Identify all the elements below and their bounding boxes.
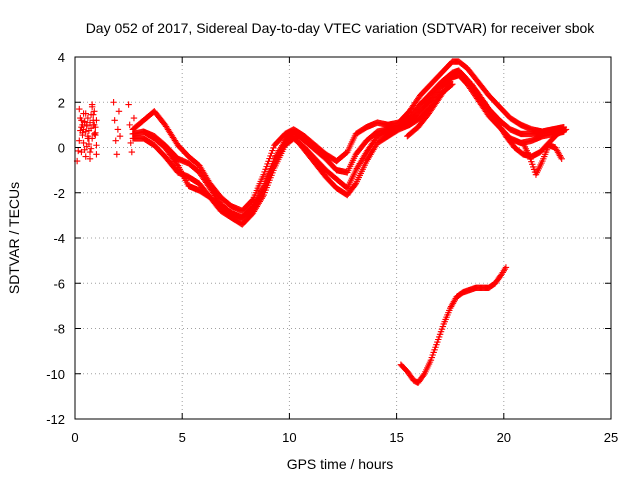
data-point bbox=[114, 126, 122, 133]
data-point bbox=[88, 135, 96, 142]
series-tail-2 bbox=[519, 139, 565, 178]
series-track-d bbox=[110, 99, 124, 158]
data-point bbox=[93, 151, 100, 158]
data-point bbox=[115, 108, 123, 115]
data-point bbox=[88, 101, 96, 108]
y-tick-label: -2 bbox=[53, 186, 65, 201]
y-tick-label: -12 bbox=[46, 412, 65, 427]
data-point bbox=[173, 161, 181, 168]
data-point bbox=[83, 121, 90, 129]
data-point bbox=[90, 121, 97, 129]
data-point bbox=[502, 264, 510, 271]
data-point bbox=[112, 137, 119, 144]
data-point bbox=[80, 139, 87, 147]
data-point bbox=[77, 114, 84, 122]
data-point bbox=[78, 148, 85, 156]
data-point bbox=[82, 128, 89, 135]
data-point bbox=[446, 80, 453, 87]
series-pass-4 bbox=[140, 80, 456, 221]
data-point bbox=[447, 78, 454, 86]
x-tick-label: 20 bbox=[497, 430, 511, 445]
data-point bbox=[87, 145, 95, 152]
data-point bbox=[125, 101, 132, 108]
data-point bbox=[93, 117, 100, 124]
data-point bbox=[93, 142, 100, 149]
data-point bbox=[116, 132, 124, 140]
data-point bbox=[81, 146, 88, 153]
data-point bbox=[86, 148, 94, 156]
y-axis-label: SDTVAR / TECUs bbox=[6, 182, 22, 294]
data-point bbox=[130, 114, 138, 122]
data-point bbox=[90, 111, 97, 118]
data-point bbox=[110, 99, 117, 106]
data-point bbox=[351, 181, 359, 189]
data-point bbox=[87, 125, 95, 132]
data-point bbox=[91, 108, 98, 115]
y-tick-label: -10 bbox=[46, 367, 65, 382]
data-point bbox=[562, 126, 570, 133]
data-point bbox=[78, 123, 85, 131]
data-point bbox=[92, 129, 99, 136]
data-point bbox=[76, 137, 83, 144]
data-point bbox=[80, 110, 87, 117]
x-axis-label: GPS time / hours bbox=[287, 456, 394, 472]
y-tick-label: -6 bbox=[53, 276, 65, 291]
data-series bbox=[73, 58, 570, 386]
y-tick-label: 4 bbox=[58, 50, 65, 65]
data-point bbox=[85, 140, 93, 148]
data-point bbox=[86, 119, 94, 126]
x-tick-label: 5 bbox=[179, 430, 186, 445]
x-tick-label: 10 bbox=[282, 430, 296, 445]
data-point bbox=[79, 129, 86, 136]
y-tick-label: 0 bbox=[58, 141, 65, 156]
data-point bbox=[111, 117, 118, 124]
series-lower-track bbox=[397, 264, 510, 386]
x-tick-label: 15 bbox=[389, 430, 403, 445]
series-tail-3 bbox=[404, 78, 454, 140]
data-point bbox=[420, 371, 427, 379]
data-point bbox=[82, 153, 89, 160]
y-tick-label: -4 bbox=[53, 231, 65, 246]
chart-title: Day 052 of 2017, Sidereal Day-to-day VTE… bbox=[86, 20, 596, 36]
data-point bbox=[84, 114, 92, 122]
y-tick-label: -8 bbox=[53, 322, 65, 337]
data-point bbox=[75, 147, 82, 155]
data-point bbox=[113, 151, 121, 158]
data-point bbox=[126, 121, 133, 129]
data-point bbox=[76, 105, 83, 113]
data-point bbox=[127, 139, 134, 147]
data-point bbox=[86, 155, 94, 163]
x-tick-label: 0 bbox=[71, 430, 78, 445]
x-tick-label: 25 bbox=[604, 430, 618, 445]
data-point bbox=[128, 148, 136, 156]
y-tick-label: 2 bbox=[58, 95, 65, 110]
series-track-c bbox=[78, 108, 100, 163]
data-point bbox=[91, 130, 98, 138]
data-point bbox=[558, 155, 565, 163]
